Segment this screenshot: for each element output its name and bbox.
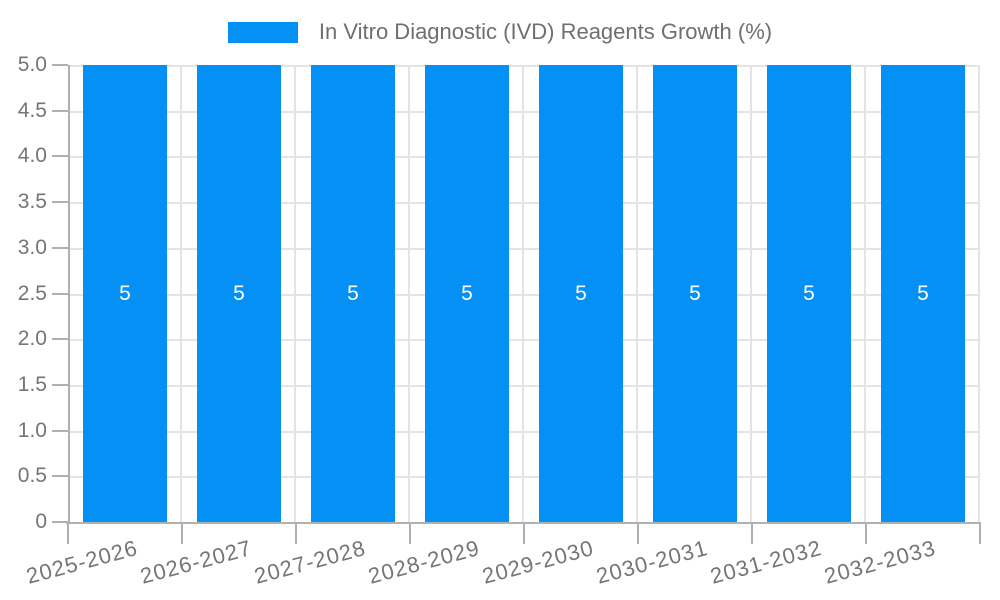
v-gridline: [750, 65, 752, 522]
x-axis-tick: [409, 522, 411, 544]
x-axis-tick: [523, 522, 525, 544]
x-axis-category-label: 2031-2032: [707, 535, 825, 589]
bar[interactable]: 5: [311, 65, 395, 522]
y-axis-tick: [52, 110, 68, 112]
v-gridline: [636, 65, 638, 522]
v-gridline: [522, 65, 524, 522]
bar-value-label: 5: [347, 282, 359, 305]
y-axis-tick-label: 0: [35, 510, 47, 533]
y-axis-tick-label: 4.0: [17, 144, 47, 167]
v-gridline: [180, 65, 182, 522]
h-gridline: [68, 156, 980, 158]
legend-swatch: [227, 21, 298, 43]
h-gridline: [68, 294, 980, 296]
bar[interactable]: 5: [83, 65, 167, 522]
bar[interactable]: 5: [197, 65, 281, 522]
y-axis-tick-label: 1.5: [17, 373, 47, 396]
bar-value-label: 5: [803, 282, 815, 305]
x-axis-tick: [637, 522, 639, 544]
x-axis-tick: [295, 522, 297, 544]
bar-value-label: 5: [689, 282, 701, 305]
y-axis-tick: [52, 521, 68, 523]
h-gridline: [68, 65, 980, 67]
bar-value-label: 5: [119, 282, 131, 305]
legend[interactable]: In Vitro Diagnostic (IVD) Reagents Growt…: [0, 21, 1000, 43]
h-gridline: [68, 111, 980, 113]
bar[interactable]: 5: [767, 65, 851, 522]
x-axis-category-label: 2027-2028: [251, 535, 369, 589]
x-axis-category-label: 2032-2033: [821, 535, 939, 589]
y-axis-tick-label: 3.5: [17, 190, 47, 213]
x-axis-category-label: 2025-2026: [23, 535, 141, 589]
legend-label: In Vitro Diagnostic (IVD) Reagents Growt…: [318, 19, 773, 44]
y-axis-tick: [52, 338, 68, 340]
h-gridline: [68, 339, 980, 341]
y-axis-tick: [52, 201, 68, 203]
bar-value-label: 5: [233, 282, 245, 305]
bar[interactable]: 5: [653, 65, 737, 522]
v-gridline: [408, 65, 410, 522]
bar-value-label: 5: [917, 282, 929, 305]
y-axis-tick-label: 4.5: [17, 99, 47, 122]
plot-area: 5 5 5 5 5 5 5 5: [66, 65, 980, 524]
v-gridline: [864, 65, 866, 522]
y-axis-tick-label: 2.5: [17, 282, 47, 305]
v-gridline: [978, 65, 980, 522]
x-axis-category-label: 2028-2029: [365, 535, 483, 589]
x-axis-category-label: 2029-2030: [479, 535, 597, 589]
h-gridline: [68, 248, 980, 250]
bar[interactable]: 5: [539, 65, 623, 522]
h-gridline: [68, 431, 980, 433]
x-axis-category-label: 2030-2031: [593, 535, 711, 589]
y-axis-tick-label: 3.0: [17, 236, 47, 259]
y-axis-tick-label: 0.5: [17, 464, 47, 487]
x-axis-tick: [751, 522, 753, 544]
y-axis-tick: [52, 384, 68, 386]
h-gridline: [68, 476, 980, 478]
y-axis-tick: [52, 155, 68, 157]
x-axis-category-label: 2026-2027: [137, 535, 255, 589]
x-axis-tick: [979, 522, 981, 544]
h-gridline: [68, 385, 980, 387]
v-gridline: [294, 65, 296, 522]
y-axis-tick: [52, 475, 68, 477]
y-axis-tick-label: 5.0: [17, 53, 47, 76]
bar[interactable]: 5: [425, 65, 509, 522]
y-axis-tick-label: 2.0: [17, 327, 47, 350]
bar-value-label: 5: [575, 282, 587, 305]
x-axis-tick: [865, 522, 867, 544]
bar-value-label: 5: [461, 282, 473, 305]
bar[interactable]: 5: [881, 65, 965, 522]
y-axis-tick: [52, 293, 68, 295]
y-axis-tick: [52, 247, 68, 249]
y-axis-tick: [52, 64, 68, 66]
y-axis-line: [68, 65, 70, 522]
y-axis-tick: [52, 430, 68, 432]
h-gridline: [68, 202, 980, 204]
x-axis-tick: [181, 522, 183, 544]
x-axis-tick: [67, 522, 69, 544]
y-axis-tick-label: 1.0: [17, 419, 47, 442]
